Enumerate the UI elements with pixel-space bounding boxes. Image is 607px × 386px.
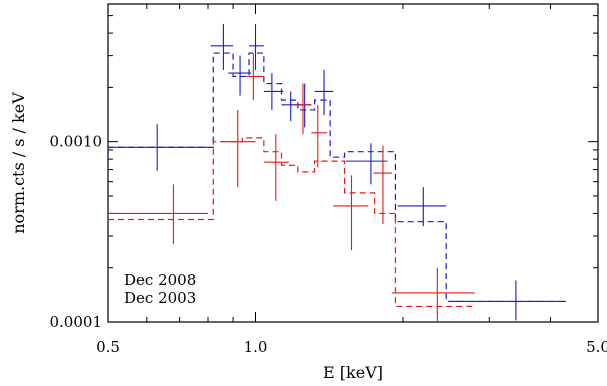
data-point-dec-2008 [249,23,264,70]
y-tick-label: 0.0001 [50,313,103,331]
x-tick-label: 0.5 [96,338,120,356]
data-point-dec-2003 [392,267,475,322]
axis-ticks: 0.5 1.0 5.0 0.0001 0.0010 [50,4,607,356]
data-point-dec-2008 [263,73,284,110]
data-point-dec-2008 [346,143,388,185]
data-point-dec-2003 [246,53,264,101]
data-point-dec-2008 [210,23,234,70]
plot-frame [107,3,599,323]
y-tick-label: 0.0010 [50,133,103,151]
data-point-dec-2003 [333,175,369,251]
x-axis-title: E [keV] [323,363,383,382]
legend-entry-dec-2008: Dec 2008 [124,271,196,289]
data-point-dec-2008 [108,124,209,171]
data-point-dec-2008 [397,187,447,227]
data-point-dec-2003 [263,134,289,201]
data-point-dec-2003 [294,83,312,135]
data-point-dec-2008 [450,280,566,321]
data-points [108,23,566,322]
y-axis-title: norm.cts / s / keV [9,92,28,234]
data-point-dec-2003 [373,145,393,224]
data-point-dec-2003 [220,109,256,188]
data-point-dec-2003 [108,184,209,245]
model-step-dec-2003 [108,137,475,308]
data-point-dec-2003 [311,104,328,168]
model-step-dec-2008 [108,52,566,303]
x-tick-label: 5.0 [586,338,607,356]
data-point-dec-2008 [228,55,252,96]
x-tick-label: 1.0 [244,338,268,356]
model-curves [108,52,566,308]
data-point-dec-2008 [314,69,334,116]
legend-entry-dec-2003: Dec 2003 [124,289,196,307]
